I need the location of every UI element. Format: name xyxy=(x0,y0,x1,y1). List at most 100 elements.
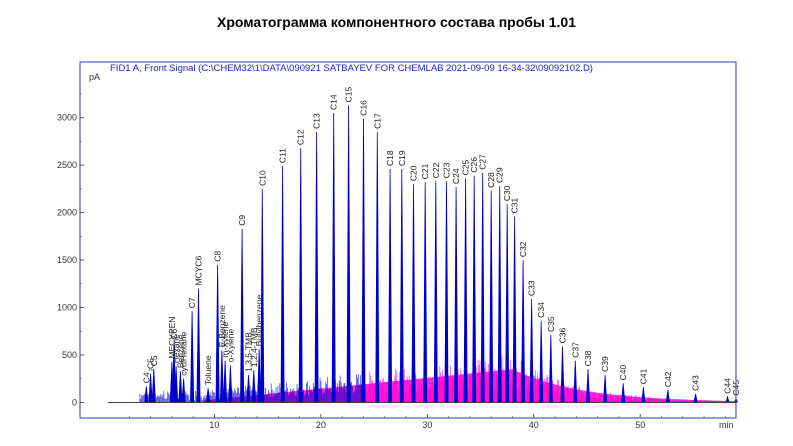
peak-label: C29 xyxy=(495,167,505,183)
peak-label: C38 xyxy=(583,350,593,366)
chart-title: Хроматограмма компонентного состава проб… xyxy=(217,14,576,30)
peak-label: C14 xyxy=(329,94,339,110)
integration-baseline-area xyxy=(203,369,737,403)
peak-1-2-4-tmb xyxy=(251,370,256,403)
peak-label: C40 xyxy=(618,365,628,381)
peak-label: C23 xyxy=(442,162,452,178)
peak-c18 xyxy=(388,168,393,403)
peak-label: C15 xyxy=(344,87,354,103)
axes: 0 500 1000 1500 2000 2500 3000 10 20 30 40 50 xyxy=(57,61,737,430)
peak-c32 xyxy=(521,260,526,403)
peak-c31 xyxy=(512,216,517,403)
peak-c16 xyxy=(361,118,366,403)
y-tick-label: 500 xyxy=(62,350,77,360)
peak-c37 xyxy=(573,360,578,403)
peak-hexane xyxy=(174,366,179,403)
x-tick-label: 40 xyxy=(529,420,539,430)
peak-c17 xyxy=(375,131,380,403)
y-tick-label: 2500 xyxy=(57,160,77,170)
peak-c8 xyxy=(215,264,220,403)
peak-label: C24 xyxy=(451,168,461,184)
x-tick-label: 10 xyxy=(209,420,219,430)
peak-c14 xyxy=(331,112,336,403)
peak-cyclhexane xyxy=(181,378,186,403)
peak-label: C8 xyxy=(213,251,223,262)
peak-label: C11 xyxy=(278,148,288,163)
peak-label: C17 xyxy=(372,113,382,129)
y-tick-label: 3000 xyxy=(57,113,77,123)
peak-label: MECYPEN xyxy=(167,317,177,359)
peak-c7 xyxy=(190,311,195,403)
peak-label: C30 xyxy=(502,185,512,201)
peak-c10 xyxy=(260,188,265,403)
y-tick-label: 0 xyxy=(72,397,77,407)
peak-label: Toluene xyxy=(203,355,213,385)
hump-area xyxy=(203,369,737,403)
peak-c30 xyxy=(505,204,510,403)
peak-c25 xyxy=(463,178,468,403)
peak-label: C32 xyxy=(518,241,528,257)
peak-c34 xyxy=(539,320,544,403)
peak-label: C37 xyxy=(570,342,580,358)
peak-c13 xyxy=(314,131,319,403)
peak-c9 xyxy=(240,228,245,403)
peak-label: C21 xyxy=(420,163,430,179)
signal-label: FID1 A, Front Signal (C:\CHEM32\1\DATA\0… xyxy=(110,63,593,74)
peak-c38 xyxy=(586,369,590,403)
peak-label: iC5 xyxy=(146,358,156,371)
peak-label: C4 xyxy=(141,372,151,383)
peak-label: 1,3,5-TMB xyxy=(244,332,254,372)
peak-c33 xyxy=(529,298,534,403)
peak-c15 xyxy=(346,105,351,403)
peak-c41 xyxy=(641,387,646,403)
peak-label: C7 xyxy=(187,297,197,308)
peak-o-xylene xyxy=(228,365,233,403)
peak-label: o-Xylene xyxy=(225,329,235,363)
peak-c29 xyxy=(497,185,502,403)
y-tick-label: 1000 xyxy=(57,303,77,313)
peak-label: MCYC6 xyxy=(194,255,204,285)
peak-c23 xyxy=(444,181,449,403)
y-tick-label: 1500 xyxy=(57,255,77,265)
x-tick-label: 30 xyxy=(422,420,432,430)
plot-frame xyxy=(79,61,737,419)
peak-c20 xyxy=(411,184,416,403)
peak-c39 xyxy=(603,374,608,403)
x-tick-label: 50 xyxy=(635,420,645,430)
peak-label: C19 xyxy=(397,150,407,166)
peak-c36 xyxy=(560,346,565,403)
peak-label: C13 xyxy=(312,113,322,129)
peak-label: C31 xyxy=(510,198,520,214)
peak-label: C26 xyxy=(469,157,479,173)
peak-c24 xyxy=(454,186,459,403)
peak-c40 xyxy=(621,383,626,403)
x-tick-label: 20 xyxy=(316,420,326,430)
peak-label: C43 xyxy=(691,375,701,391)
peak-label: 1,2,4-TMB xyxy=(249,327,259,367)
peak-label: C6 xyxy=(169,328,179,339)
peak-1-3-5-tmb xyxy=(246,374,251,403)
peak-m-xylene xyxy=(223,360,228,403)
peak-label: C42 xyxy=(663,371,673,387)
peak-label: C16 xyxy=(359,100,369,116)
peak-series xyxy=(144,105,738,403)
peak-mcyc6 xyxy=(196,288,201,403)
peak-label: C10 xyxy=(257,170,267,186)
y-axis-label: pA xyxy=(89,72,100,82)
peak-label: C12 xyxy=(296,129,306,145)
peak-label: C9 xyxy=(237,215,247,226)
peak-label: Benzene xyxy=(175,334,185,368)
peak-butylbenzene xyxy=(257,349,262,403)
peak-c11 xyxy=(280,166,285,403)
peak-label: C39 xyxy=(600,356,610,372)
peak-label: m-Xylene xyxy=(220,322,230,358)
peak-e-benzene xyxy=(219,350,224,403)
peak-c28 xyxy=(489,190,494,403)
peak-c12 xyxy=(298,148,303,403)
peak-label: E-Benzene xyxy=(217,305,227,347)
peak-label: C34 xyxy=(536,302,546,318)
peak-toluene xyxy=(206,388,211,403)
peak-c42 xyxy=(665,390,670,403)
